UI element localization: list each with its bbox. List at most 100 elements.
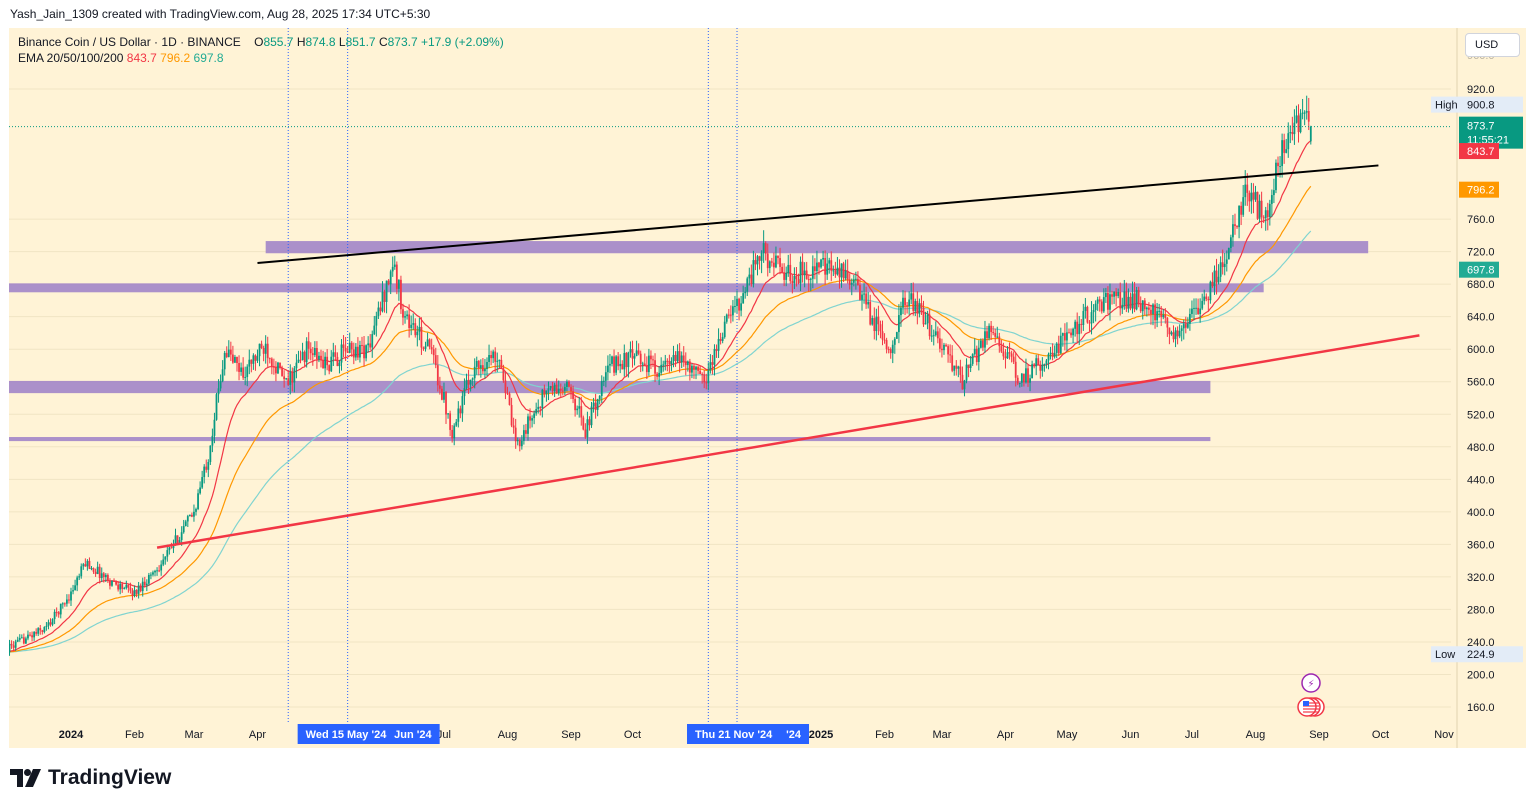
- candle-body: [922, 307, 925, 325]
- candle-body: [525, 430, 527, 434]
- candle-body: [732, 306, 734, 316]
- candle-body: [803, 270, 806, 276]
- candle-body: [734, 305, 736, 307]
- candle-body: [82, 564, 85, 567]
- candle-body: [828, 260, 831, 264]
- candle-body: [117, 584, 120, 590]
- candle-body: [863, 293, 865, 295]
- candle-body: [94, 571, 97, 575]
- candle-body: [1281, 140, 1284, 167]
- chart-pane[interactable]: ⚡ 160.0 200.0 240.0 280.0 320.0 360.0 400.0 440.…: [9, 28, 1526, 748]
- candle-body: [182, 526, 185, 533]
- candle-body: [313, 348, 316, 356]
- candle-body: [1107, 292, 1109, 310]
- last-price-value: 873.7: [1467, 121, 1495, 133]
- candle-body: [881, 331, 884, 340]
- symbol-title[interactable]: Binance Coin / US Dollar · 1D · BINANCE: [18, 35, 241, 49]
- candle-body: [1119, 292, 1122, 309]
- chart-svg[interactable]: ⚡ 160.0 200.0 240.0 280.0 320.0 360.0 400.0 440.…: [9, 28, 1526, 748]
- candle-body: [1250, 192, 1253, 202]
- candle-body: [592, 402, 595, 407]
- high-tag-value: 900.8: [1467, 100, 1495, 112]
- price-tick-label: 640.0: [1467, 312, 1495, 324]
- candle-body: [736, 298, 738, 306]
- candle-body: [387, 280, 390, 285]
- candle-body: [1109, 294, 1111, 310]
- candle-body: [928, 314, 931, 337]
- candle-body: [779, 258, 781, 267]
- candle-body: [559, 388, 562, 391]
- candle-body: [936, 331, 939, 339]
- candle-body: [262, 347, 265, 354]
- candle-body: [422, 347, 425, 349]
- candle-body: [1201, 300, 1204, 309]
- low-tag-label: Low: [1435, 649, 1455, 661]
- candle-body: [713, 348, 716, 365]
- candle-body: [707, 370, 710, 384]
- candle-body: [647, 355, 650, 373]
- candle-body: [334, 352, 337, 357]
- candle-body: [279, 362, 281, 368]
- candle-body: [1016, 377, 1019, 384]
- candle-body: [43, 627, 46, 632]
- candle-body: [281, 367, 283, 377]
- currency-selector[interactable]: USD: [1465, 33, 1520, 57]
- candle-body: [1219, 262, 1222, 277]
- candle-body: [537, 406, 540, 410]
- candle-body: [61, 603, 64, 605]
- candle-body: [719, 338, 722, 341]
- candle-body: [611, 356, 613, 364]
- candle-body: [553, 384, 556, 391]
- candle-body: [818, 262, 820, 268]
- candle-body: [555, 384, 558, 394]
- candle-body: [578, 406, 581, 409]
- chart-legend: Binance Coin / US Dollar · 1D · BINANCE …: [18, 34, 504, 66]
- candle-body: [234, 356, 236, 363]
- candle-body: [51, 619, 54, 625]
- candle-body: [1133, 293, 1136, 310]
- candle-body: [1121, 304, 1124, 309]
- candle-body: [207, 462, 210, 470]
- candle-body: [104, 574, 107, 578]
- candle-body: [367, 343, 370, 346]
- candle-body: [982, 340, 984, 348]
- candle-body: [953, 365, 956, 371]
- candle-body: [912, 293, 915, 311]
- candle-body: [223, 352, 226, 370]
- candle-body: [586, 419, 589, 438]
- candle-body: [352, 349, 355, 358]
- candle-body: [164, 556, 167, 560]
- candle-body: [76, 577, 79, 586]
- candle-body: [893, 338, 896, 345]
- candle-body: [766, 253, 769, 269]
- time-axis: 2024 Feb Mar Apr Jul Aug Sep Oct 2025 Feb Mar Apr Ma…: [59, 724, 1454, 744]
- candle-body: [641, 363, 644, 365]
- candle-body: [783, 272, 786, 280]
- candle-body: [1035, 358, 1038, 367]
- currency-label: USD: [1475, 39, 1499, 51]
- candle-body: [1238, 205, 1240, 228]
- candle-body: [494, 351, 497, 362]
- candle-body: [102, 573, 105, 578]
- candle-body: [258, 343, 261, 357]
- candle-body: [879, 324, 882, 332]
- candle-body: [141, 581, 144, 592]
- candle-body: [510, 404, 513, 426]
- ema-label[interactable]: EMA 20/50/100/200: [18, 51, 124, 65]
- tradingview-logo[interactable]: TradingView: [10, 763, 171, 793]
- time-tick-label: Jul: [1185, 729, 1199, 741]
- candle-body: [193, 511, 195, 517]
- candle-body: [604, 372, 607, 381]
- candle-body: [1025, 368, 1027, 383]
- candle-body: [1088, 322, 1091, 324]
- candle-body: [1264, 210, 1267, 219]
- candle-body: [1033, 364, 1036, 367]
- candle-body: [455, 421, 458, 426]
- candle-body: [477, 360, 480, 369]
- candle-body: [1188, 313, 1191, 324]
- candle-body: [463, 388, 466, 397]
- candle-body: [902, 297, 904, 308]
- candle-body: [467, 379, 470, 385]
- candle-body: [584, 429, 587, 438]
- candle-body: [898, 315, 900, 333]
